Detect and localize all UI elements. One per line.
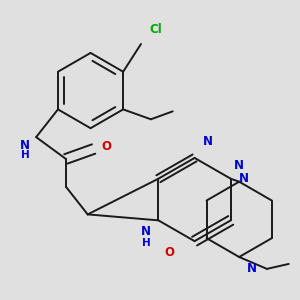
Text: N: N bbox=[247, 262, 257, 275]
Text: N: N bbox=[239, 172, 249, 185]
Text: N: N bbox=[20, 139, 30, 152]
Text: O: O bbox=[165, 246, 175, 259]
Text: H: H bbox=[142, 238, 151, 248]
Text: N: N bbox=[202, 135, 212, 148]
Text: Cl: Cl bbox=[149, 23, 162, 36]
Text: N: N bbox=[140, 225, 151, 238]
Text: O: O bbox=[101, 140, 112, 152]
Text: N: N bbox=[234, 159, 244, 172]
Text: H: H bbox=[22, 150, 30, 160]
